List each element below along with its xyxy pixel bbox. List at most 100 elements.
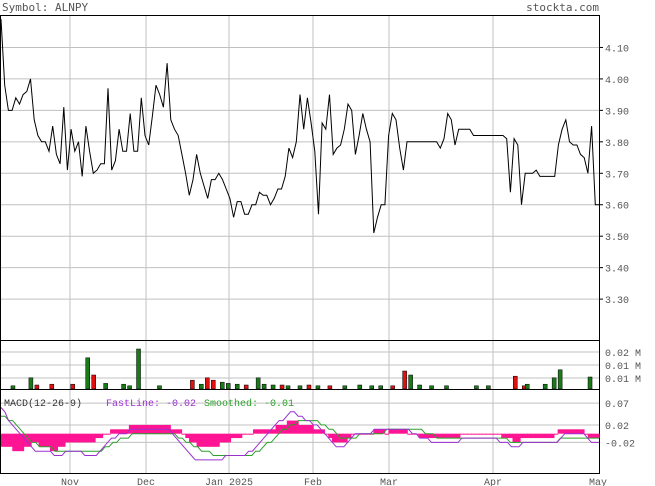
macd-histogram-bar [241, 433, 247, 435]
macd-histogram-bar [388, 429, 393, 434]
macd-histogram-bar [542, 433, 547, 439]
macd-histogram-bar [264, 429, 269, 434]
macd-histogram-bar [425, 433, 431, 439]
volume-bar-up [524, 383, 530, 390]
macd-histogram-bar [68, 433, 74, 443]
macd-histogram-bar [177, 429, 183, 434]
price-y-tick-label: 3.80 [605, 139, 629, 150]
volume-bar-up [378, 385, 383, 390]
x-tick-label: Nov [61, 478, 79, 486]
volume-bar-up [157, 385, 162, 390]
macd-histogram-bar [493, 433, 499, 435]
volume-bar-up [444, 385, 449, 390]
macd-histogram-bar [516, 433, 521, 443]
macd-histogram-bar [106, 433, 111, 435]
axis-labels: Nov Dec Jan 2025 Feb Mar Apr May 4.10 4.00 3.90 3.… [61, 44, 641, 486]
macd-histogram-bar [294, 420, 299, 434]
macd-histogram-bar [211, 433, 216, 447]
volume-bar-up [10, 385, 16, 390]
volume-bar-down [279, 384, 285, 390]
price-series [0, 19, 599, 234]
macd-histogram-bar [448, 433, 453, 439]
macd-histogram-bar [12, 433, 17, 452]
macd-histogram-bar [271, 429, 277, 434]
price-y-tick-label: 4.00 [605, 76, 629, 87]
macd-histogram-bar [189, 433, 194, 443]
macd-histogram-bar [215, 433, 220, 447]
macd-histogram-bar [463, 433, 468, 435]
macd-histogram-bar [121, 429, 126, 434]
macd-histogram-bar [482, 433, 487, 435]
macd-histogram-bar [489, 433, 495, 435]
macd-fastline-label: FastLine: -0.02 [106, 398, 196, 410]
volume-bar-up [342, 385, 348, 390]
macd-histogram-bar [83, 433, 89, 443]
x-tick-label: Jan 2025 [205, 478, 253, 486]
volume-bar-up [285, 385, 291, 390]
macd-histogram-bar [418, 433, 423, 439]
macd-histogram-bar [1, 433, 6, 447]
volume-bar-up [297, 385, 303, 390]
macd-histogram-bar [102, 433, 107, 435]
macd-histogram-bar [504, 433, 510, 439]
macd-histogram-bar [256, 429, 262, 434]
price-y-tick-label: 3.70 [605, 170, 629, 181]
macd-histogram-bar [508, 433, 514, 439]
macd-histogram-bar [452, 433, 457, 439]
volume-bar-up [270, 384, 276, 390]
volume-bar-down [70, 383, 76, 390]
volume-bar-up [417, 384, 422, 390]
volume-bar-down [306, 384, 312, 390]
price-y-tick-label: 3.50 [605, 233, 629, 244]
macd-histogram-bar [219, 433, 224, 443]
macd-series [0, 407, 600, 461]
volume-bar-down [205, 377, 210, 390]
macd-histogram-bar [260, 429, 265, 434]
macd-histogram-bar [535, 433, 540, 439]
price-y-tick-label: 3.90 [605, 107, 629, 118]
macd-histogram-bar [64, 433, 70, 443]
volume-y-tick-label: 0.01 M [605, 375, 641, 386]
macd-histogram-bar [61, 433, 66, 447]
macd-histogram-bar [234, 433, 239, 439]
macd-histogram-bar [16, 433, 21, 452]
volume-bar-up [103, 383, 108, 390]
macd-histogram-bar [290, 420, 295, 434]
macd-histogram-bar [196, 433, 201, 447]
volume-bar-up [474, 385, 479, 390]
volume-bar-down [390, 385, 395, 390]
symbol-label: Symbol: ALNPY [2, 1, 89, 14]
macd-histogram-bar [237, 433, 243, 439]
macd-histogram-bar [486, 433, 491, 435]
volume-bar-up [136, 348, 141, 390]
macd-histogram-bar [553, 433, 559, 435]
volume-bar-up [225, 383, 231, 390]
macd-histogram-bar [49, 433, 55, 452]
x-tick-label: Dec [137, 478, 155, 486]
macd-histogram-bar [19, 433, 25, 452]
macd-histogram-bar [110, 429, 115, 434]
x-tick-label: Apr [484, 478, 502, 486]
macd-histogram-bar [595, 433, 600, 439]
macd-histogram-bar [441, 433, 446, 439]
macd-histogram-bar [459, 433, 465, 435]
volume-bar-up [127, 385, 132, 390]
macd-histogram-bar [79, 433, 85, 443]
volume-bar-down [327, 385, 333, 390]
volume-bar-up [199, 383, 204, 390]
volume-y-tick-label: 0.01 M [605, 362, 641, 373]
macd-histogram-bar [324, 433, 329, 435]
macd-histogram-bar [433, 433, 438, 439]
macd-histogram-bar [252, 429, 258, 434]
macd-histogram-bar [580, 429, 585, 434]
volume-y-tick-label: 0.02 M [605, 349, 641, 360]
macd-histogram-bar [125, 429, 130, 434]
macd-histogram-bar [298, 424, 303, 434]
macd-histogram-bar [313, 429, 318, 434]
macd-histogram-bar [275, 424, 280, 434]
volume-bar-down [243, 384, 249, 390]
macd-histogram-bar [113, 429, 119, 434]
price-y-tick-label: 3.60 [605, 202, 629, 213]
site-name: stockta.com [526, 1, 599, 14]
